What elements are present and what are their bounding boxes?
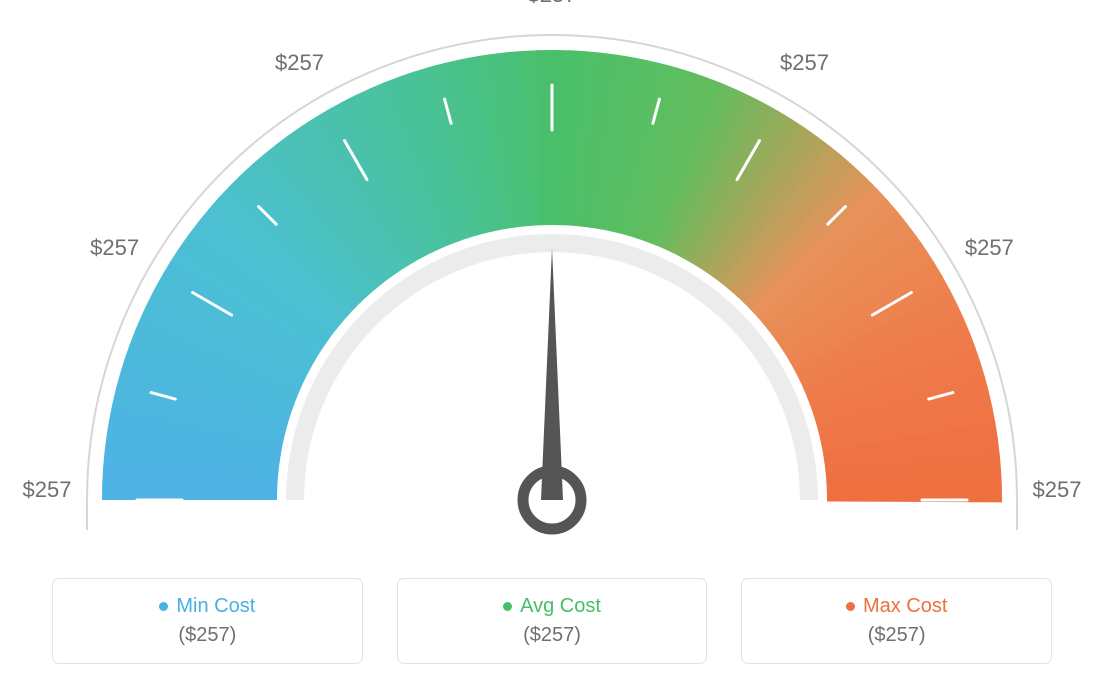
legend-value-max: ($257) xyxy=(868,624,926,647)
gauge-tick-label: $257 xyxy=(1033,477,1082,503)
gauge-svg xyxy=(0,0,1104,560)
legend-label-min: Min Cost xyxy=(176,595,255,618)
legend-card-avg: Avg Cost ($257) xyxy=(397,578,708,664)
gauge-tick-label: $257 xyxy=(275,50,324,76)
legend-label-avg: Avg Cost xyxy=(520,595,601,618)
legend-value-min: ($257) xyxy=(178,624,236,647)
gauge-tick-label: $257 xyxy=(780,50,829,76)
gauge-tick-label: $257 xyxy=(965,235,1014,261)
legend-value-avg: ($257) xyxy=(523,624,581,647)
dot-icon xyxy=(846,602,855,611)
gauge-tick-label: $257 xyxy=(23,477,72,503)
legend-top: Min Cost xyxy=(159,595,255,618)
gauge-chart: $257 $257 $257 $257 $257 $257 $257 xyxy=(0,0,1104,560)
legend-label-max: Max Cost xyxy=(863,595,947,618)
legend-top: Max Cost xyxy=(846,595,947,618)
dot-icon xyxy=(159,602,168,611)
gauge-tick-label: $257 xyxy=(90,235,139,261)
legend-card-max: Max Cost ($257) xyxy=(741,578,1052,664)
legend-card-min: Min Cost ($257) xyxy=(52,578,363,664)
legend-row: Min Cost ($257) Avg Cost ($257) Max Cost… xyxy=(0,578,1104,664)
legend-top: Avg Cost xyxy=(503,595,601,618)
gauge-tick-label: $257 xyxy=(528,0,577,8)
dot-icon xyxy=(503,602,512,611)
